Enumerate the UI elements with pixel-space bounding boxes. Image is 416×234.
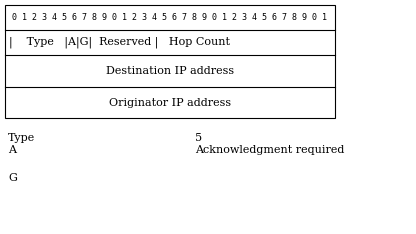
Text: Originator IP address: Originator IP address: [109, 98, 231, 107]
Text: Type: Type: [8, 133, 35, 143]
Text: A: A: [8, 145, 16, 155]
Text: |    Type   |A|G|  Reserved |   Hop Count: | Type |A|G| Reserved | Hop Count: [9, 37, 230, 48]
Text: 0 1 2 3 4 5 6 7 8 9 0 1 2 3 4 5 6 7 8 9 0 1 2 3 4 5 6 7 8 9 0 1: 0 1 2 3 4 5 6 7 8 9 0 1 2 3 4 5 6 7 8 9 …: [12, 13, 327, 22]
Text: Destination IP address: Destination IP address: [106, 66, 234, 76]
Bar: [5, 5, 335, 118]
Text: 5: 5: [195, 133, 202, 143]
Text: G: G: [8, 173, 17, 183]
Text: Acknowledgment required: Acknowledgment required: [195, 145, 344, 155]
